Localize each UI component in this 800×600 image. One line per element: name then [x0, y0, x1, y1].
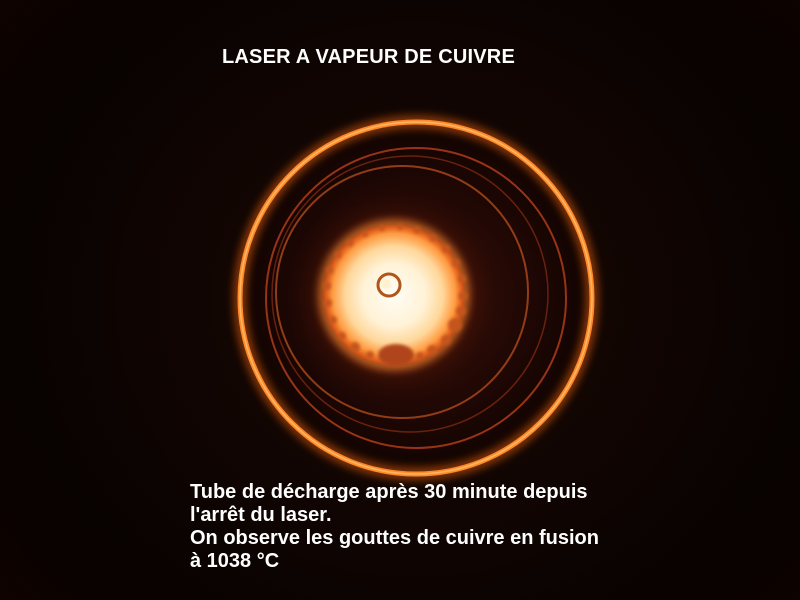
third-ring	[271, 155, 549, 433]
image-title: LASER A VAPEUR DE CUIVRE	[222, 46, 515, 68]
second-ring	[265, 147, 567, 449]
caption-line: à 1038 °C	[190, 550, 280, 572]
caption-line: l'arrêt du laser.	[190, 504, 332, 526]
center-droplet	[381, 279, 391, 289]
copper-droplets	[323, 224, 468, 366]
image-caption: Tube de décharge après 30 minute depuis …	[190, 481, 599, 573]
caption-line: On observe les gouttes de cuivre en fusi…	[190, 527, 599, 549]
outer-ring-highlight	[239, 121, 593, 475]
center-droplet-ring	[376, 272, 402, 298]
caption-line: Tube de décharge après 30 minute depuis	[190, 481, 588, 503]
fourth-ring	[275, 165, 529, 419]
